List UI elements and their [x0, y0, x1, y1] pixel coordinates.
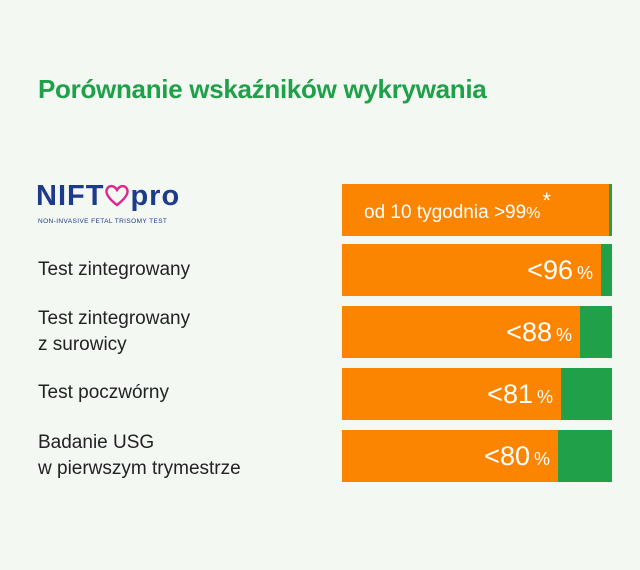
bar-value: <80 — [484, 441, 530, 471]
bar-fill — [342, 430, 558, 482]
logo-tagline: NON-INVASIVE FETAL TRISOMY TEST — [38, 218, 168, 225]
row-label-line: z surowicy — [38, 334, 127, 355]
bar-unit: % — [576, 263, 593, 283]
first-label-text: od 10 tygodnia >99 — [364, 202, 527, 223]
heart-icon — [105, 184, 130, 207]
chart-title: Porównanie wskaźników wykrywania — [38, 74, 487, 104]
logo-text-right: pro — [130, 180, 181, 212]
bar-track: <81% — [342, 368, 612, 420]
bar-value-label: <81% — [487, 368, 553, 420]
bar-fill — [342, 368, 561, 420]
bar-fill — [342, 306, 580, 358]
bar-track-nifty: od 10 tygodnia >99%* — [342, 184, 612, 236]
row-label: Test poczwórny — [38, 380, 169, 406]
bar-track: <88% — [342, 306, 612, 358]
row-label-line: Test poczwórny — [38, 382, 169, 403]
first-label-note: * — [542, 188, 551, 213]
row-label: Test zintegrowany z surowicy — [38, 306, 190, 358]
bar-value-label: od 10 tygodnia >99%* — [364, 184, 551, 236]
row-label: Test zintegrowany — [38, 257, 190, 283]
row-label-line: Badanie USG — [38, 432, 155, 453]
bar-value-label: <88% — [506, 306, 572, 358]
bar-unit: % — [536, 387, 553, 407]
bar-value: <81 — [487, 379, 533, 409]
bar-track: <80% — [342, 430, 612, 482]
first-label-unit: % — [526, 205, 541, 222]
bar-value: <96 — [527, 255, 573, 285]
bar-value-label: <96% — [527, 244, 593, 296]
row-label-line: Test zintegrowany — [38, 308, 191, 329]
row-label-line: w pierwszym trymestrze — [38, 458, 241, 479]
bar-fill — [342, 184, 609, 236]
nifty-pro-logo: NIFT pro NON-INVASIVE FETAL TRISOMY TEST — [36, 180, 186, 230]
bar-value-label: <80% — [484, 430, 550, 482]
row-label-line: Test zintegrowany — [38, 259, 191, 280]
bar-unit: % — [533, 449, 550, 469]
bar-unit: % — [555, 325, 572, 345]
bar-value: <88 — [506, 317, 552, 347]
row-label: Badanie USG w pierwszym trymestrze — [38, 430, 241, 482]
bar-fill — [342, 244, 601, 296]
bar-track: <96% — [342, 244, 612, 296]
logo-text-left: NIFT — [36, 180, 105, 212]
